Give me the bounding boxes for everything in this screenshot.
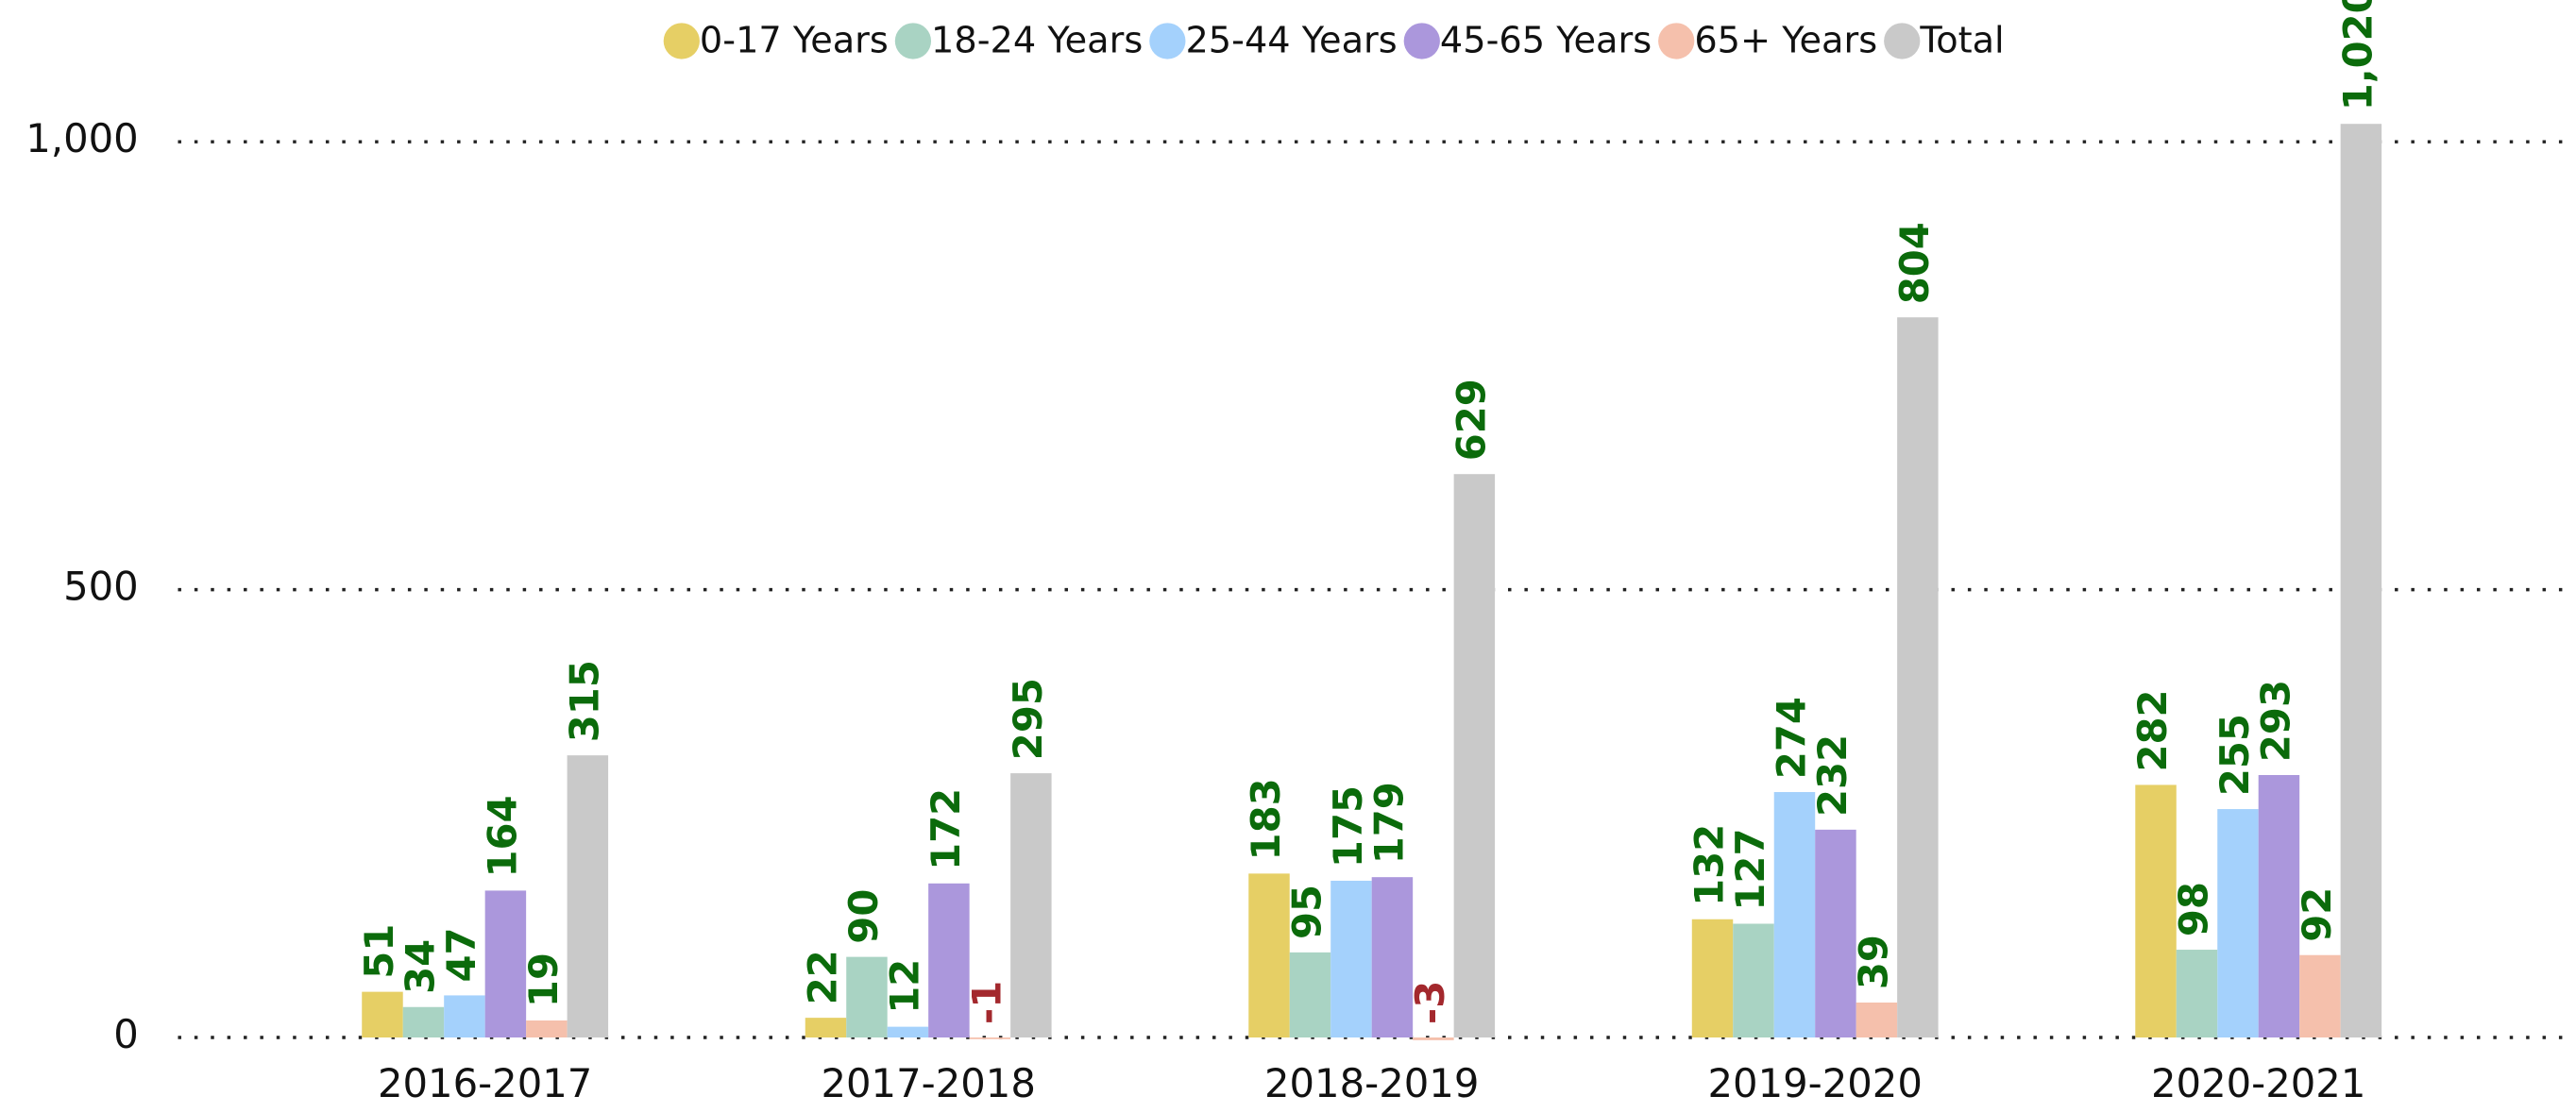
bar: [2258, 775, 2300, 1038]
data-label: 132: [1686, 824, 1733, 906]
legend-label: Total: [1919, 20, 2004, 62]
bar: [887, 1026, 929, 1038]
legend-swatch: [1658, 23, 1695, 59]
data-label: 90: [840, 889, 887, 944]
data-label: 804: [1891, 222, 1938, 304]
data-label: -3: [1407, 981, 1453, 1024]
bar: [1897, 317, 1939, 1038]
x-tick-label: 2019-2020: [1707, 1060, 1922, 1106]
x-tick-label: 2017-2018: [821, 1060, 1035, 1106]
data-label: 39: [1850, 935, 1896, 989]
data-label: 127: [1727, 829, 1773, 911]
data-label: 98: [2171, 882, 2217, 936]
legend-label: 45-65 Years: [1440, 20, 1652, 62]
bar: [846, 956, 888, 1038]
data-label: 19: [520, 953, 567, 1007]
legend-swatch: [894, 23, 932, 59]
y-tick-label: 500: [63, 564, 139, 610]
bar: [1289, 952, 1331, 1038]
legend-label: 65+ Years: [1694, 20, 1877, 62]
data-label: 175: [1325, 785, 1371, 868]
data-label: 315: [561, 660, 607, 742]
data-label: 282: [2129, 689, 2176, 771]
bar: [1691, 919, 1734, 1038]
bar: [2135, 784, 2177, 1038]
data-label: 164: [479, 795, 525, 877]
bar: [2176, 950, 2218, 1038]
bar: [402, 1006, 445, 1038]
y-tick-label: 0: [113, 1011, 139, 1057]
legend-label: 25-44 Years: [1185, 20, 1397, 62]
legend-swatch: [1149, 23, 1186, 59]
legend-swatch: [1884, 23, 1921, 59]
bar: [567, 755, 609, 1038]
data-label: 295: [1005, 678, 1051, 760]
data-label: 629: [1448, 379, 1494, 461]
bar: [1010, 773, 1052, 1038]
data-label: 172: [923, 788, 969, 870]
data-label: 232: [1809, 734, 1856, 817]
bar: [969, 1037, 1011, 1039]
bar: [805, 1018, 847, 1038]
data-label: 95: [1283, 885, 1330, 939]
legend-label: 18-24 Years: [931, 20, 1143, 62]
data-label: 274: [1768, 697, 1814, 779]
bar: [526, 1020, 568, 1038]
data-label: 22: [799, 950, 845, 1004]
bar: [362, 991, 403, 1038]
data-label: 293: [2252, 680, 2298, 762]
bar: [1773, 792, 1816, 1038]
bar: [2340, 124, 2382, 1038]
data-label: 51: [356, 924, 402, 979]
bar: [484, 890, 527, 1038]
data-label: 1,020: [2334, 0, 2381, 110]
bar: [1453, 474, 1496, 1038]
legend-swatch: [1403, 23, 1440, 59]
bar: [2217, 809, 2259, 1038]
x-tick-label: 2020-2021: [2151, 1060, 2365, 1106]
bar: [1815, 829, 1856, 1038]
legend-swatch: [663, 23, 700, 59]
data-label: -1: [963, 981, 1009, 1024]
bar: [444, 995, 485, 1038]
data-label: 179: [1365, 782, 1412, 864]
data-label: 12: [881, 959, 927, 1014]
x-tick-label: 2018-2019: [1264, 1060, 1479, 1106]
bar: [1371, 877, 1414, 1038]
bar: [1856, 1003, 1898, 1038]
legend: 0-17 Years 18-24 Years 25-44 Years 45-65 Ye…: [663, 20, 2005, 62]
data-label: 255: [2212, 714, 2258, 796]
data-label: 34: [397, 939, 443, 994]
legend-label: 0-17 Years: [700, 20, 889, 62]
bar: [2299, 954, 2341, 1038]
bar: [1330, 880, 1372, 1038]
data-label: 92: [2294, 887, 2340, 942]
x-tick-label: 2016-2017: [378, 1060, 592, 1106]
bar: [1248, 873, 1290, 1038]
bar: [1733, 923, 1774, 1038]
data-label: 183: [1243, 778, 1289, 860]
y-tick-label: 1,000: [25, 115, 138, 161]
bar: [1413, 1037, 1454, 1040]
data-label: 47: [438, 927, 484, 982]
bar: [928, 883, 970, 1038]
